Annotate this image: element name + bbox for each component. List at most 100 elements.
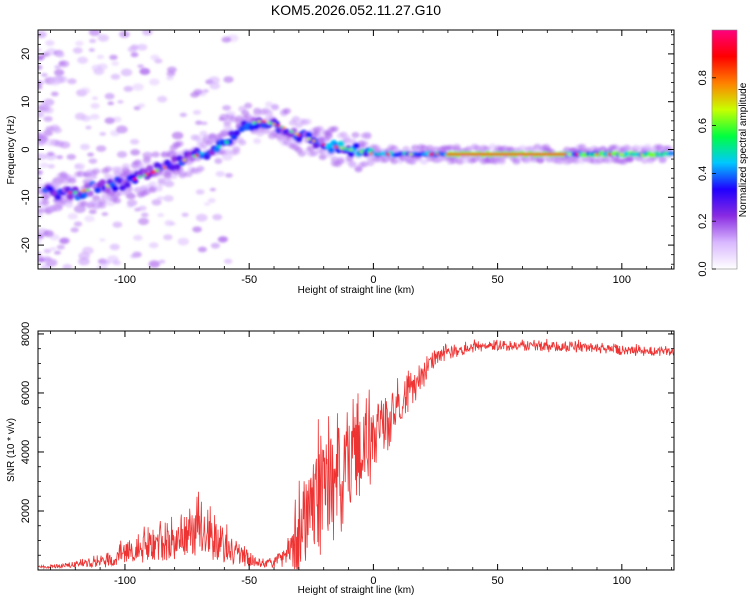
spectral-ridge-blob: [317, 137, 325, 144]
spectral-noise-blob: [66, 153, 76, 160]
spectral-ridge-blob: [54, 194, 62, 201]
spectral-halo-blob: [163, 177, 172, 184]
spectral-halo-blob: [631, 145, 640, 152]
spectral-noise-blob: [53, 69, 65, 76]
spectral-noise-blob: [195, 213, 208, 222]
spectral-noise-blob: [38, 31, 47, 39]
spectral-noise-blob: [190, 91, 200, 98]
spectral-halo-blob: [420, 158, 429, 165]
spectral-noise-blob: [109, 54, 118, 60]
spectral-halo-blob: [238, 139, 247, 146]
spectral-noise-blob: [70, 227, 79, 233]
spectral-core-blob: [257, 120, 262, 123]
colorbar-tick-label: 0.8: [697, 70, 709, 85]
snr-x-label: Height of straight line (km): [298, 585, 415, 596]
spectral-noise-blob: [102, 260, 111, 266]
spectral-halo-blob: [205, 139, 214, 146]
spectral-noise-blob: [150, 54, 160, 61]
spectral-halo-blob: [497, 158, 506, 165]
spectral-core-blob: [386, 153, 391, 156]
spectral-noise-blob: [67, 212, 78, 220]
colorbar: 0.0 0.2 0.4 0.6 0.8 Normalized spectral ampl…: [697, 29, 749, 277]
spectral-core-blob: [562, 153, 567, 156]
spectral-noise-blob: [80, 115, 91, 122]
y-tick-label: 0: [20, 146, 32, 152]
spectral-halo-blob: [309, 150, 318, 157]
spectral-core-blob: [368, 152, 373, 156]
spectral-noise-blob: [38, 81, 42, 86]
spectral-ridge-blob: [141, 168, 149, 175]
spectral-core-blob: [602, 153, 607, 156]
spectral-halo-blob: [420, 144, 429, 151]
spectral-noise-blob: [58, 60, 70, 68]
spectral-noise-blob: [91, 64, 102, 72]
spectral-noise-blob: [43, 116, 53, 122]
spectral-halo-blob: [41, 199, 50, 206]
x-tick-label: 50: [491, 274, 503, 286]
spectral-core-blob: [289, 130, 294, 133]
spectral-halo-blob: [282, 108, 291, 115]
spectral-halo-blob: [184, 171, 193, 178]
x-tick-label: 100: [613, 575, 631, 587]
spectrogram-y-ticks: -20 -10 0 10 20: [20, 34, 674, 265]
spectral-halo-blob: [318, 148, 327, 155]
spectral-noise-blob: [38, 212, 43, 219]
spectral-noise-blob: [181, 212, 189, 217]
spectral-noise-blob: [59, 141, 71, 149]
y-tick-label: -10: [20, 189, 32, 205]
spectral-noise-blob: [156, 196, 164, 201]
colorbar-frame: [711, 29, 738, 270]
spectral-halo-blob: [199, 142, 208, 149]
spectral-noise-blob: [222, 105, 232, 111]
spectral-noise-blob: [50, 91, 59, 97]
spectral-noise-blob: [43, 230, 54, 238]
snr-series-line: [38, 338, 674, 570]
spectral-core-blob: [321, 143, 326, 146]
spectral-noise-blob: [49, 79, 61, 86]
spectral-halo-blob: [160, 151, 169, 158]
spectral-noise-blob: [209, 187, 216, 192]
spectral-core-blob: [607, 153, 612, 156]
spectral-core-blob: [652, 153, 657, 156]
spectral-halo-blob: [360, 161, 369, 168]
spectral-noise-blob: [42, 106, 54, 114]
spectral-core-blob: [594, 153, 599, 156]
spectral-noise-blob: [59, 237, 70, 244]
snr-panel: -100 -50 0 50 100 2000 4000 6000 8000 Height of…: [6, 322, 675, 596]
spectral-noise-blob: [45, 126, 54, 132]
spectral-noise-blob: [73, 221, 83, 227]
spectral-noise-blob: [115, 125, 128, 134]
spectral-halo-blob: [229, 116, 238, 123]
spectral-noise-blob: [96, 54, 105, 60]
spectral-core-blob: [634, 153, 639, 156]
spectral-ridge-blob: [233, 129, 241, 137]
spectral-halo-blob: [98, 202, 107, 209]
spectral-halo-blob: [62, 178, 71, 185]
spectral-noise-blob: [212, 214, 223, 221]
spectral-noise-blob: [133, 234, 143, 241]
spectral-core-blob: [85, 188, 90, 192]
spectral-ridge-blob: [305, 131, 313, 138]
spectral-noise-blob: [130, 138, 140, 145]
x-tick-label: 50: [491, 575, 503, 587]
spectral-core-blob: [421, 153, 426, 156]
spectral-core-blob: [137, 176, 142, 179]
spectral-noise-blob: [43, 129, 54, 137]
spectral-noise-blob: [82, 246, 94, 255]
spectral-noise-blob: [38, 170, 43, 176]
spectral-halo-blob: [148, 181, 157, 188]
spectral-noise-blob: [209, 82, 221, 90]
spectral-noise-blob: [171, 131, 184, 140]
spectral-noise-blob: [85, 125, 92, 130]
spectral-noise-blob: [130, 149, 141, 156]
spectral-halo-blob: [330, 156, 339, 163]
spectral-ridge-blob: [668, 151, 674, 156]
spectral-halo-blob: [142, 156, 151, 163]
spectral-noise-blob: [38, 48, 42, 52]
spectral-halo-blob: [68, 177, 77, 184]
spectral-halo-blob: [265, 101, 274, 108]
spectral-noise-blob: [223, 258, 233, 264]
spectral-noise-blob: [67, 78, 77, 85]
spectral-noise-blob: [38, 111, 45, 118]
